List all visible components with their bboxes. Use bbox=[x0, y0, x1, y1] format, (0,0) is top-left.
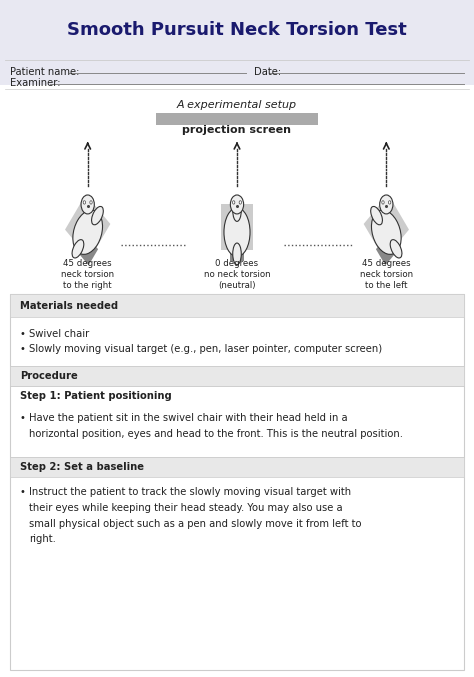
Text: Instruct the patient to track the slowly moving visual target with: Instruct the patient to track the slowly… bbox=[29, 487, 352, 498]
Text: •: • bbox=[20, 413, 26, 423]
Text: A experimental setup: A experimental setup bbox=[177, 100, 297, 110]
Ellipse shape bbox=[371, 206, 383, 225]
Text: •: • bbox=[20, 344, 26, 354]
Text: Step 1: Patient positioning: Step 1: Patient positioning bbox=[20, 391, 172, 401]
Ellipse shape bbox=[232, 200, 235, 204]
Ellipse shape bbox=[390, 240, 402, 258]
Text: their eyes while keeping their head steady. You may also use a: their eyes while keeping their head stea… bbox=[29, 503, 343, 513]
Text: projection screen: projection screen bbox=[182, 125, 292, 135]
Ellipse shape bbox=[230, 195, 244, 214]
Ellipse shape bbox=[72, 240, 84, 258]
Text: •: • bbox=[20, 487, 26, 498]
Bar bbox=[0, 0, 474, 85]
Polygon shape bbox=[364, 194, 409, 259]
Text: 0 degrees
no neck torsion
(neutral): 0 degrees no neck torsion (neutral) bbox=[204, 259, 270, 290]
Text: Step 2: Set a baseline: Step 2: Set a baseline bbox=[20, 462, 144, 472]
Text: Have the patient sit in the swivel chair with their head held in a: Have the patient sit in the swivel chair… bbox=[29, 413, 348, 423]
Bar bbox=[10, 294, 464, 317]
Bar bbox=[10, 294, 464, 670]
Ellipse shape bbox=[83, 200, 85, 204]
Ellipse shape bbox=[233, 200, 241, 221]
Text: 45 degrees
neck torsion
to the right: 45 degrees neck torsion to the right bbox=[61, 259, 114, 290]
Ellipse shape bbox=[73, 210, 102, 255]
Polygon shape bbox=[65, 194, 110, 259]
Bar bbox=[156, 113, 318, 125]
Text: right.: right. bbox=[29, 534, 56, 544]
Text: Date:: Date: bbox=[254, 67, 281, 77]
Text: small physical object such as a pen and slowly move it from left to: small physical object such as a pen and … bbox=[29, 519, 362, 529]
Ellipse shape bbox=[380, 195, 393, 214]
Text: Examiner:: Examiner: bbox=[10, 78, 61, 87]
Text: Slowly moving visual target (e.g., pen, laser pointer, computer screen): Slowly moving visual target (e.g., pen, … bbox=[29, 344, 383, 354]
Ellipse shape bbox=[90, 200, 92, 204]
Text: •: • bbox=[20, 329, 26, 339]
Ellipse shape bbox=[91, 206, 103, 225]
Text: 45 degrees
neck torsion
to the left: 45 degrees neck torsion to the left bbox=[360, 259, 413, 290]
Text: Patient name:: Patient name: bbox=[10, 67, 80, 77]
Ellipse shape bbox=[224, 208, 250, 257]
Text: Procedure: Procedure bbox=[20, 371, 78, 380]
Ellipse shape bbox=[239, 200, 241, 204]
Bar bbox=[10, 457, 464, 477]
Ellipse shape bbox=[372, 210, 401, 255]
Text: Materials needed: Materials needed bbox=[20, 301, 118, 311]
Text: Smooth Pursuit Neck Torsion Test: Smooth Pursuit Neck Torsion Test bbox=[67, 22, 407, 39]
Ellipse shape bbox=[81, 195, 94, 214]
Ellipse shape bbox=[382, 200, 384, 204]
Polygon shape bbox=[77, 236, 98, 265]
Text: Swivel chair: Swivel chair bbox=[29, 329, 90, 339]
Text: horizontal position, eyes and head to the front. This is the neutral position.: horizontal position, eyes and head to th… bbox=[29, 429, 403, 439]
Bar bbox=[10, 366, 464, 386]
Polygon shape bbox=[376, 236, 397, 265]
Ellipse shape bbox=[233, 243, 241, 265]
Ellipse shape bbox=[388, 200, 391, 204]
Polygon shape bbox=[221, 204, 253, 250]
Polygon shape bbox=[229, 240, 245, 261]
